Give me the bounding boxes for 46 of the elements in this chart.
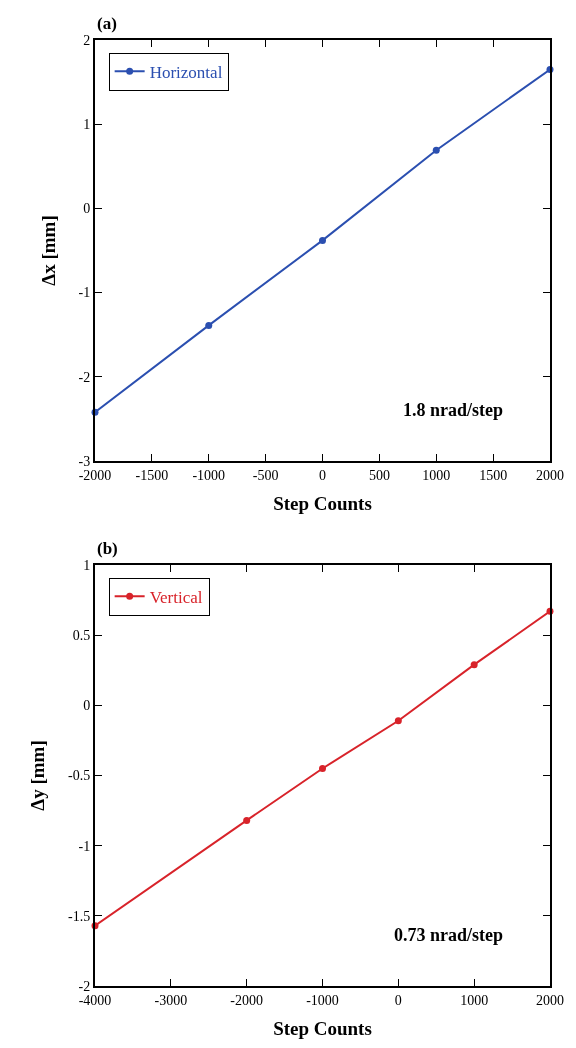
y-tick-label: -1 [78,838,91,854]
y-tick-label: 0 [83,698,91,714]
y-tick-label: 2 [83,32,91,48]
point [432,146,440,154]
annotation: 0.73 nrad/step [394,925,504,945]
x-tick-label: 2000 [536,992,564,1008]
x-tick-label: -4000 [78,992,112,1008]
x-tick-label: 1000 [460,992,489,1008]
x-tick-label: 0 [394,992,402,1008]
x-tick-label: 2000 [536,467,564,483]
legend-label: Horizontal [149,62,223,82]
x-tick-label: -1500 [135,467,169,483]
x-tick-label: 1500 [479,467,508,483]
point [243,816,251,824]
y-tick-label: -0.5 [68,768,91,784]
x-tick-label: -3000 [154,992,188,1008]
y-tick-label: -3 [78,453,91,469]
x-axis-title: Step Counts [273,493,372,515]
point [394,717,402,725]
y-tick-label: -1 [78,285,91,301]
text: (a) [97,14,117,33]
point [205,321,213,329]
x-tick-label: -2000 [230,992,264,1008]
y-tick-label: -2 [78,369,91,385]
annotation: 1.8 nrad/step [403,400,504,420]
x-tick-label: -2000 [78,467,112,483]
y-tick-label: -2 [78,978,91,994]
y-axis-title: Δy [mm] [27,740,49,811]
point [470,661,478,669]
point [319,236,326,244]
text: (b) [97,539,118,558]
y-tick-label: 1 [83,117,91,133]
x-tick-label: -500 [252,467,279,483]
x-tick-label: 1000 [422,467,451,483]
y-tick-label: 0.5 [72,628,91,644]
x-tick-label: -1000 [192,467,226,483]
x-tick-label: 0 [319,467,326,483]
point [319,765,326,772]
y-tick-label: -1.5 [68,908,91,924]
x-tick-label: -1000 [306,992,339,1008]
y-tick-label: 0 [83,201,91,217]
legend-label: Vertical [149,587,203,607]
x-axis-title: Step Counts [273,1018,372,1040]
x-tick-label: 500 [368,467,390,483]
y-axis-title: Δx [mm] [37,215,59,286]
y-tick-label: 1 [83,557,91,573]
